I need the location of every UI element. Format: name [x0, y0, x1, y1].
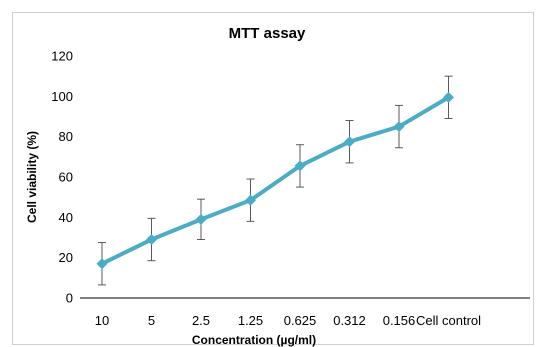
x-axis-label: Concentration (µg/ml) — [192, 333, 316, 347]
x-tick-label: 0.156 — [383, 313, 416, 328]
data-point — [146, 234, 157, 246]
data-point — [96, 258, 108, 270]
x-axis: 10 5 2.5 1.25 0.625 0.312 0.156 Cell control — [95, 313, 481, 328]
y-tick-label: 80 — [59, 129, 73, 144]
data-point — [443, 91, 454, 103]
x-tick-label: 1.25 — [238, 313, 263, 328]
data-point — [294, 160, 306, 172]
y-axis-label: Cell viability (%) — [25, 131, 39, 223]
x-tick-label: Cell control — [416, 313, 481, 328]
y-tick-label: 120 — [51, 49, 73, 64]
data-point — [195, 213, 207, 225]
series-line — [101, 95, 450, 266]
data-point — [344, 136, 355, 148]
y-tick-label: 20 — [59, 250, 73, 265]
y-tick-label: 0 — [66, 291, 73, 306]
x-tick-label: 10 — [95, 313, 109, 328]
x-tick-label: 0.312 — [333, 313, 366, 328]
data-point — [393, 121, 405, 133]
x-tick-label: 5 — [148, 313, 155, 328]
chart-title: MTT assay — [229, 25, 306, 42]
error-bars — [98, 75, 453, 286]
x-tick-label: 0.625 — [284, 313, 317, 328]
series-markers — [96, 91, 454, 270]
chart-frame — [12, 12, 534, 345]
y-tick-label: 40 — [59, 210, 73, 225]
x-tick-label: 2.5 — [192, 313, 210, 328]
data-point — [245, 194, 256, 206]
y-axis: 0 20 40 60 80 100 120 — [51, 49, 73, 306]
y-tick-label: 100 — [51, 89, 73, 104]
y-tick-label: 60 — [59, 170, 73, 185]
